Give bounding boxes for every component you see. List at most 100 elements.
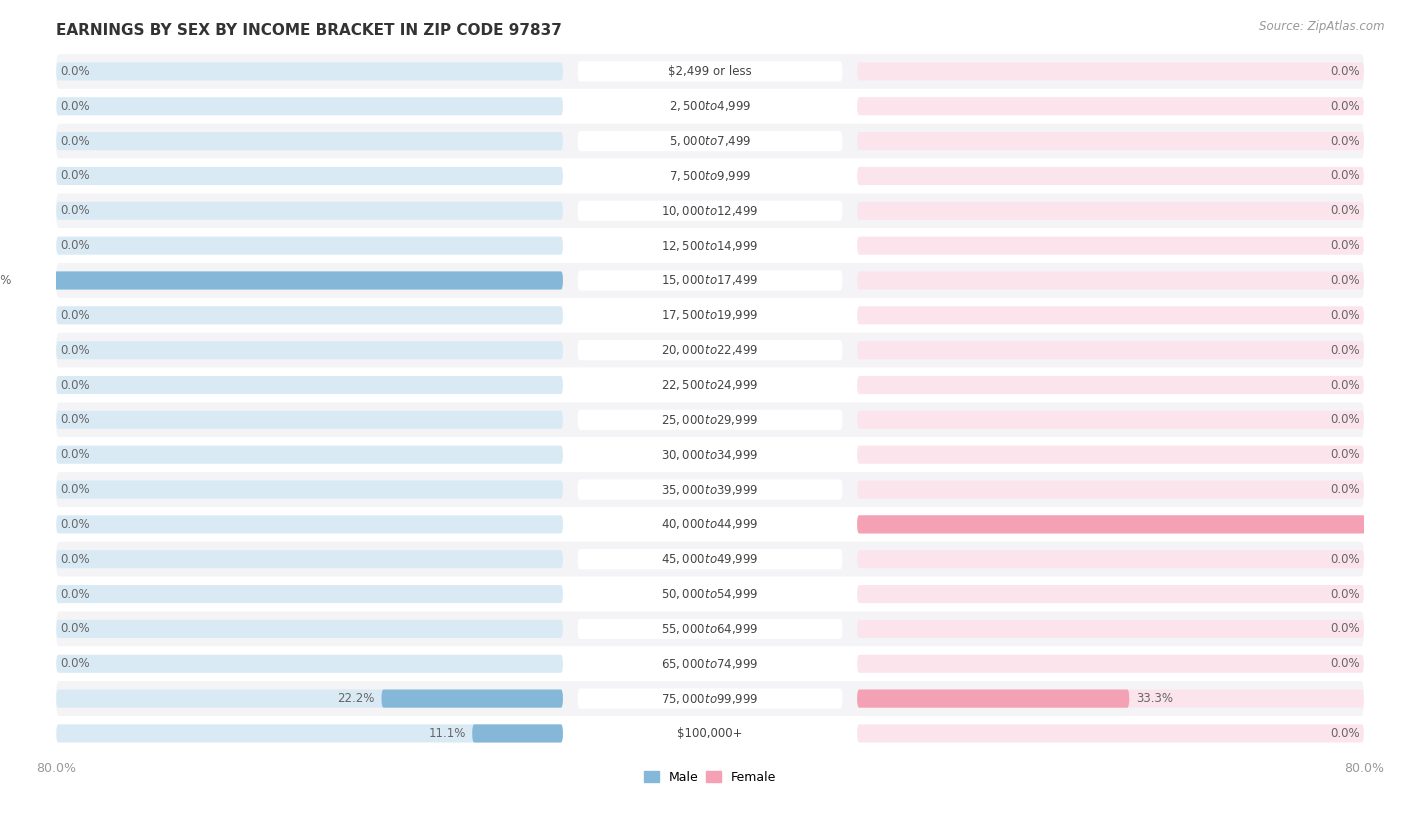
FancyBboxPatch shape xyxy=(858,515,1402,533)
Text: $40,000 to $44,999: $40,000 to $44,999 xyxy=(661,517,759,532)
Text: 0.0%: 0.0% xyxy=(1330,65,1360,78)
Text: 0.0%: 0.0% xyxy=(60,483,90,496)
Text: 0.0%: 0.0% xyxy=(60,135,90,148)
Text: 0.0%: 0.0% xyxy=(1330,448,1360,461)
FancyBboxPatch shape xyxy=(578,375,842,395)
Text: 0.0%: 0.0% xyxy=(1330,588,1360,601)
FancyBboxPatch shape xyxy=(56,272,562,289)
FancyBboxPatch shape xyxy=(578,689,842,709)
FancyBboxPatch shape xyxy=(56,63,562,80)
Text: 0.0%: 0.0% xyxy=(60,204,90,217)
FancyBboxPatch shape xyxy=(578,515,842,534)
FancyBboxPatch shape xyxy=(56,167,562,185)
FancyBboxPatch shape xyxy=(56,681,1364,716)
Text: 0.0%: 0.0% xyxy=(1330,309,1360,322)
FancyBboxPatch shape xyxy=(56,689,562,707)
FancyBboxPatch shape xyxy=(578,166,842,186)
FancyBboxPatch shape xyxy=(56,237,562,254)
Text: 11.1%: 11.1% xyxy=(429,727,465,740)
FancyBboxPatch shape xyxy=(578,340,842,360)
FancyBboxPatch shape xyxy=(858,550,1364,568)
FancyBboxPatch shape xyxy=(858,307,1364,324)
FancyBboxPatch shape xyxy=(578,584,842,604)
Text: $12,500 to $14,999: $12,500 to $14,999 xyxy=(661,239,759,253)
Text: $50,000 to $54,999: $50,000 to $54,999 xyxy=(661,587,759,601)
FancyBboxPatch shape xyxy=(858,63,1364,80)
FancyBboxPatch shape xyxy=(56,341,562,359)
FancyBboxPatch shape xyxy=(56,515,562,533)
FancyBboxPatch shape xyxy=(56,646,1364,681)
FancyBboxPatch shape xyxy=(858,272,1364,289)
FancyBboxPatch shape xyxy=(56,576,1364,611)
Text: 0.0%: 0.0% xyxy=(1330,344,1360,357)
FancyBboxPatch shape xyxy=(56,541,1364,576)
FancyBboxPatch shape xyxy=(56,472,1364,507)
Text: $75,000 to $99,999: $75,000 to $99,999 xyxy=(661,692,759,706)
FancyBboxPatch shape xyxy=(578,619,842,639)
Text: 0.0%: 0.0% xyxy=(1330,204,1360,217)
Text: 0.0%: 0.0% xyxy=(1330,135,1360,148)
FancyBboxPatch shape xyxy=(56,585,562,603)
FancyBboxPatch shape xyxy=(858,446,1364,463)
Text: $15,000 to $17,499: $15,000 to $17,499 xyxy=(661,273,759,288)
Text: $25,000 to $29,999: $25,000 to $29,999 xyxy=(661,413,759,427)
FancyBboxPatch shape xyxy=(56,263,1364,298)
FancyBboxPatch shape xyxy=(578,305,842,325)
FancyBboxPatch shape xyxy=(56,124,1364,159)
FancyBboxPatch shape xyxy=(578,480,842,500)
FancyBboxPatch shape xyxy=(56,89,1364,124)
Legend: Male, Female: Male, Female xyxy=(638,766,782,789)
Text: $45,000 to $49,999: $45,000 to $49,999 xyxy=(661,552,759,566)
Text: $17,500 to $19,999: $17,500 to $19,999 xyxy=(661,308,759,322)
FancyBboxPatch shape xyxy=(56,620,562,638)
Text: 0.0%: 0.0% xyxy=(1330,553,1360,566)
FancyBboxPatch shape xyxy=(858,376,1364,394)
FancyBboxPatch shape xyxy=(858,237,1364,254)
Text: $20,000 to $22,499: $20,000 to $22,499 xyxy=(661,343,759,357)
Text: $5,000 to $7,499: $5,000 to $7,499 xyxy=(669,134,751,148)
FancyBboxPatch shape xyxy=(578,131,842,151)
FancyBboxPatch shape xyxy=(56,98,562,115)
Text: 33.3%: 33.3% xyxy=(1136,692,1173,705)
FancyBboxPatch shape xyxy=(858,480,1364,498)
Text: 0.0%: 0.0% xyxy=(60,553,90,566)
Text: $22,500 to $24,999: $22,500 to $24,999 xyxy=(661,378,759,392)
FancyBboxPatch shape xyxy=(858,724,1364,742)
FancyBboxPatch shape xyxy=(56,132,562,150)
Text: 0.0%: 0.0% xyxy=(1330,100,1360,113)
FancyBboxPatch shape xyxy=(858,202,1364,220)
FancyBboxPatch shape xyxy=(56,611,1364,646)
Text: 0.0%: 0.0% xyxy=(1330,413,1360,426)
Text: 0.0%: 0.0% xyxy=(60,379,90,392)
Text: 22.2%: 22.2% xyxy=(337,692,375,705)
FancyBboxPatch shape xyxy=(858,689,1129,707)
FancyBboxPatch shape xyxy=(381,689,562,707)
FancyBboxPatch shape xyxy=(858,654,1364,673)
FancyBboxPatch shape xyxy=(56,159,1364,193)
Text: $100,000+: $100,000+ xyxy=(678,727,742,740)
FancyBboxPatch shape xyxy=(858,689,1364,707)
Text: 0.0%: 0.0% xyxy=(60,657,90,670)
Text: 0.0%: 0.0% xyxy=(60,588,90,601)
FancyBboxPatch shape xyxy=(578,236,842,256)
Text: 0.0%: 0.0% xyxy=(1330,657,1360,670)
FancyBboxPatch shape xyxy=(56,202,562,220)
FancyBboxPatch shape xyxy=(56,54,1364,89)
Text: 0.0%: 0.0% xyxy=(60,448,90,461)
Text: $2,499 or less: $2,499 or less xyxy=(668,65,752,78)
FancyBboxPatch shape xyxy=(578,96,842,116)
Text: 0.0%: 0.0% xyxy=(60,518,90,531)
Text: 0.0%: 0.0% xyxy=(60,413,90,426)
FancyBboxPatch shape xyxy=(56,228,1364,263)
Text: 0.0%: 0.0% xyxy=(1330,379,1360,392)
Text: $65,000 to $74,999: $65,000 to $74,999 xyxy=(661,657,759,671)
FancyBboxPatch shape xyxy=(56,480,562,498)
FancyBboxPatch shape xyxy=(858,132,1364,150)
FancyBboxPatch shape xyxy=(578,410,842,430)
FancyBboxPatch shape xyxy=(578,549,842,569)
FancyBboxPatch shape xyxy=(56,298,1364,333)
FancyBboxPatch shape xyxy=(56,446,562,463)
Text: 0.0%: 0.0% xyxy=(1330,169,1360,182)
FancyBboxPatch shape xyxy=(56,654,562,673)
FancyBboxPatch shape xyxy=(578,271,842,290)
